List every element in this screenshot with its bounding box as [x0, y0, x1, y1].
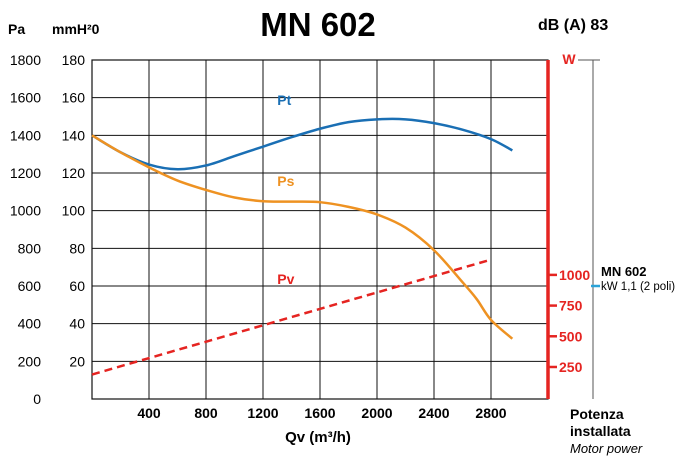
motor-model-label: MN 602	[601, 264, 647, 279]
x-tick-label: 800	[194, 405, 218, 421]
sound-level-label: dB (A) 83	[538, 17, 608, 34]
y-tick-label-pa: 1000	[10, 203, 41, 219]
y-tick-label-pa: 1600	[10, 90, 41, 106]
y-tick-label-mmh2o: 80	[69, 240, 85, 256]
series-group	[91, 117, 514, 376]
y-tick-label-pa: 400	[18, 316, 42, 332]
y-tick-label-pa: 200	[18, 353, 42, 369]
series-label-ps: Ps	[277, 173, 294, 189]
series-line-pv	[91, 258, 492, 376]
grid	[92, 60, 548, 399]
y-tick-label-mmh2o: 40	[69, 316, 85, 332]
y-tick-label-pa: 1400	[10, 127, 41, 143]
power-unit-label: W	[562, 51, 576, 67]
y-tick-label-pa: 600	[18, 278, 42, 294]
y-tick-label-mmh2o: 160	[62, 90, 86, 106]
y-tick-label-mmh2o: 20	[69, 353, 85, 369]
footer-line1: Potenza	[570, 406, 624, 422]
y-tick-label-mmh2o: 180	[62, 52, 86, 68]
x-tick-label: 1200	[247, 405, 278, 421]
footer-line2: installata	[570, 423, 631, 439]
x-tick-label: 2800	[475, 405, 506, 421]
y-tick-label-pa: 800	[18, 240, 42, 256]
y-tick-label-pa: 1200	[10, 165, 41, 181]
pa-unit-label: Pa	[8, 21, 25, 37]
series-line-ps	[91, 134, 514, 340]
series-line-pt	[91, 117, 513, 171]
y-tick-label-mmh2o: 60	[69, 278, 85, 294]
y-tick-label-pa: 1800	[10, 52, 41, 68]
footer-line3: Motor power	[570, 441, 643, 456]
x-tick-label: 2000	[361, 405, 392, 421]
x-axis-label: Qv (m³/h)	[285, 429, 351, 446]
x-tick-label: 400	[137, 405, 161, 421]
y-axis-mmh2o: 20 40 60 80 100 120 140 160 180	[62, 52, 86, 369]
x-tick-label: 1600	[304, 405, 335, 421]
power-tick-label: 500	[559, 328, 583, 344]
motor-spec-label: kW 1,1 (2 poli)	[601, 281, 675, 293]
series-label-pt: Pt	[277, 92, 291, 108]
y-tick-label-mmh2o: 100	[62, 203, 86, 219]
series-labels: Pt Ps Pv	[277, 92, 294, 287]
power-tick-label: 1000	[559, 267, 590, 283]
x-axis: 400 800 1200 1600 2000 2400 2800	[137, 405, 506, 421]
y-tick-label-pa: 0	[33, 391, 41, 407]
power-tick-label: 750	[559, 298, 583, 314]
mmh2o-unit-label: mmH²0	[52, 21, 100, 37]
series-label-pv: Pv	[277, 271, 294, 287]
y-tick-label-mmh2o: 140	[62, 127, 86, 143]
chart-title: MN 602	[260, 6, 376, 43]
power-axis-ticks: 250 500 750 1000	[548, 267, 590, 375]
y-tick-label-mmh2o: 120	[62, 165, 86, 181]
power-tick-label: 250	[559, 359, 583, 375]
x-tick-label: 2400	[418, 405, 449, 421]
y-axis-pa: 0 200 400 600 800 1000 1200 1400 1600 1800	[10, 52, 41, 407]
